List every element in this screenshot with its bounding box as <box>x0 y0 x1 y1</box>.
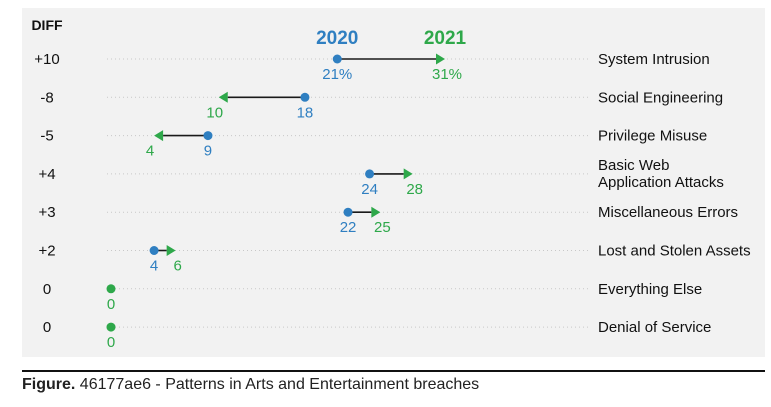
diff-value: +4 <box>38 166 55 183</box>
dumbbell-chart: DIFF 2020 2021 +10 System Intrusion 21% 31% -8 S… <box>31 17 751 351</box>
category-label-line: Application Attacks <box>598 174 724 191</box>
legend-2021: 2021 <box>424 28 467 49</box>
legend-2020: 2020 <box>316 28 358 49</box>
category-label: Denial of Service <box>598 319 711 336</box>
caption-lead: Figure. <box>22 376 76 393</box>
point-2020 <box>343 207 353 217</box>
category-label-line: Basic Web <box>598 157 669 174</box>
point-2020 <box>365 169 375 179</box>
diff-value: -8 <box>40 89 53 106</box>
diff-value: 0 <box>43 281 51 298</box>
arrow-2021 <box>436 53 445 65</box>
point-2020 <box>203 131 213 141</box>
point-2020 <box>300 92 310 102</box>
diff-value: +3 <box>38 204 55 221</box>
diff-value: -5 <box>40 128 53 145</box>
chart-panel: DIFF 2020 2021 +10 System Intrusion 21% 31% -8 S… <box>22 8 765 357</box>
caption-text: 46177ae6 - Patterns in Arts and Entertai… <box>79 376 480 393</box>
label-2021: 28 <box>406 181 423 198</box>
label-2020: 22 <box>340 219 357 236</box>
point-2021 <box>106 322 116 332</box>
category-label: System Intrusion <box>598 51 710 68</box>
arrow-2021 <box>371 206 381 218</box>
label-2021: 6 <box>173 258 181 275</box>
diff-value: 0 <box>43 319 51 336</box>
caption-divider <box>22 370 765 372</box>
diff-value: +10 <box>34 51 59 68</box>
label-2021: 0 <box>107 334 115 351</box>
figure-caption: Figure. 46177ae6 - Patterns in Arts and … <box>22 376 479 394</box>
arrow-2021 <box>166 245 176 256</box>
category-label: Social Engineering <box>598 89 723 106</box>
label-2020: 24 <box>361 181 378 198</box>
point-2020 <box>332 54 342 64</box>
arrow-2021 <box>403 168 413 180</box>
category-label: Everything Else <box>598 281 702 298</box>
label-2020: 21% <box>322 66 352 83</box>
label-2020: 4 <box>150 258 158 275</box>
diff-value: +2 <box>38 243 55 260</box>
label-2020: 18 <box>297 104 314 121</box>
category-label: Lost and Stolen Assets <box>598 243 751 260</box>
label-2021: 25 <box>374 219 391 236</box>
category-label: Privilege Misuse <box>598 128 707 145</box>
label-2021: 31% <box>432 66 462 83</box>
label-2021: 10 <box>206 104 223 121</box>
label-2021: 0 <box>107 296 115 313</box>
point-2020 <box>149 246 159 255</box>
arrow-2021 <box>154 130 164 142</box>
label-2021: 4 <box>146 143 154 160</box>
diff-header: DIFF <box>31 17 63 33</box>
arrow-2021 <box>218 91 228 103</box>
point-2021 <box>106 284 116 294</box>
category-label: Miscellaneous Errors <box>598 204 738 221</box>
label-2020: 9 <box>204 143 212 160</box>
